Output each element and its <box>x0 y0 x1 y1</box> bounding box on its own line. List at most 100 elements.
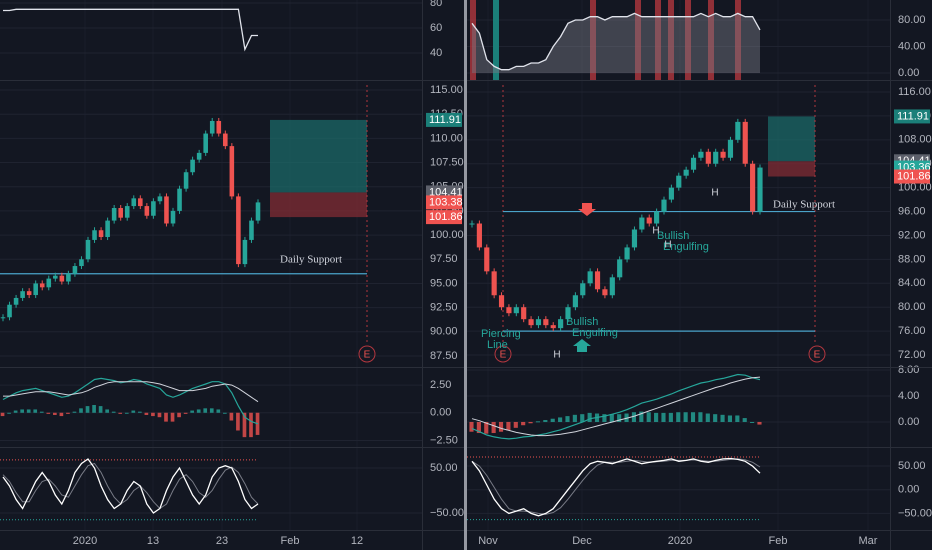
macd-histogram <box>151 412 155 417</box>
candle <box>216 120 222 134</box>
x-tick-label: Nov <box>478 535 498 547</box>
macd-histogram <box>646 412 651 422</box>
macd-line <box>471 373 761 440</box>
candle <box>79 259 84 267</box>
macd-histogram <box>157 412 162 418</box>
price-label-bg <box>894 109 930 124</box>
price-label: 101.86 <box>429 211 463 223</box>
layout-divider <box>464 0 467 550</box>
y-tick-label: 108.00 <box>898 134 932 146</box>
candle <box>535 319 542 326</box>
candle <box>661 199 667 212</box>
candle <box>469 223 475 225</box>
macd-histogram <box>209 408 214 413</box>
price-label: 104.41 <box>429 186 463 198</box>
pattern-label: Engulfing <box>572 327 618 339</box>
macd-histogram <box>491 421 496 434</box>
candle <box>72 266 78 274</box>
candle <box>580 283 586 296</box>
stop-zone <box>270 192 367 218</box>
macd-histogram <box>124 412 129 414</box>
y-tick-label: 60 <box>430 22 442 34</box>
macd-histogram <box>668 412 673 422</box>
buy-arrow <box>573 339 591 352</box>
candle <box>59 275 65 282</box>
price-label: 101.86 <box>897 170 931 182</box>
candle <box>676 175 682 188</box>
macd-histogram <box>196 409 201 413</box>
candle <box>720 151 726 158</box>
candle <box>668 187 674 200</box>
candle <box>0 317 6 319</box>
candle <box>521 307 527 320</box>
signal-band <box>493 0 499 80</box>
macd-histogram <box>164 412 168 422</box>
macd-histogram <box>528 421 533 424</box>
macd-histogram <box>735 415 740 422</box>
macd-histogram <box>713 414 718 422</box>
candle <box>236 196 241 265</box>
y-tick-label: 100.00 <box>898 182 932 194</box>
macd-histogram <box>602 414 607 422</box>
support-label: Daily Support <box>773 199 835 211</box>
macd-histogram <box>144 412 149 415</box>
y-tick-label: 100.00 <box>430 229 464 241</box>
macd-histogram <box>85 406 90 413</box>
top-area <box>472 13 760 73</box>
event-label: E <box>364 350 371 361</box>
macd-histogram <box>609 414 614 422</box>
macd-histogram <box>177 412 181 418</box>
macd-histogram <box>138 411 142 413</box>
candle <box>7 304 12 318</box>
macd-histogram <box>587 412 592 422</box>
macd-histogram <box>242 412 247 438</box>
x-tick-label: 2020 <box>73 535 97 547</box>
price-label-bg <box>894 169 930 184</box>
y-tick-label: −2.50 <box>430 434 458 446</box>
macd-histogram <box>631 412 637 422</box>
price-label: 111.91 <box>897 110 929 122</box>
y-tick-label: −50.00 <box>898 507 932 519</box>
macd-histogram <box>690 412 696 422</box>
candle <box>151 201 156 216</box>
candle <box>229 146 235 197</box>
y-tick-label: 4.00 <box>898 390 919 402</box>
macd-histogram <box>727 415 733 422</box>
y-tick-label: 76.00 <box>898 325 926 337</box>
macd-histogram <box>111 411 116 413</box>
candle <box>26 291 32 296</box>
y-tick-label: 115.00 <box>430 84 463 96</box>
candle <box>742 121 748 164</box>
macd-histogram <box>661 412 666 422</box>
macd-histogram <box>72 411 77 413</box>
macd-histogram <box>506 421 511 431</box>
candle <box>654 211 660 224</box>
candle <box>157 196 163 202</box>
event-marker <box>358 345 376 363</box>
stoch-k <box>471 457 761 517</box>
macd-histogram <box>498 421 504 432</box>
y-tick-label: 80.00 <box>898 14 926 26</box>
candle <box>164 196 169 224</box>
x-tick-label: 23 <box>216 535 228 547</box>
candle <box>602 289 608 296</box>
macd-histogram <box>118 412 123 414</box>
event-label: E <box>814 350 821 361</box>
candle <box>138 198 143 207</box>
macd-histogram <box>757 421 762 425</box>
candle <box>543 319 549 326</box>
y-tick-label: 40 <box>430 47 442 59</box>
candle <box>255 202 261 221</box>
macd-histogram <box>7 412 11 414</box>
x-tick-label: Feb <box>281 535 300 547</box>
x-tick-label: 12 <box>351 535 363 547</box>
y-tick-label: 88.00 <box>898 253 926 265</box>
pattern-mark: H <box>664 240 671 251</box>
macd-histogram <box>229 412 234 421</box>
macd-histogram <box>203 408 208 413</box>
y-tick-label: 0.00 <box>898 416 919 428</box>
macd-histogram <box>535 421 541 423</box>
candle <box>209 120 215 134</box>
pattern-label: Bullish <box>657 230 689 242</box>
